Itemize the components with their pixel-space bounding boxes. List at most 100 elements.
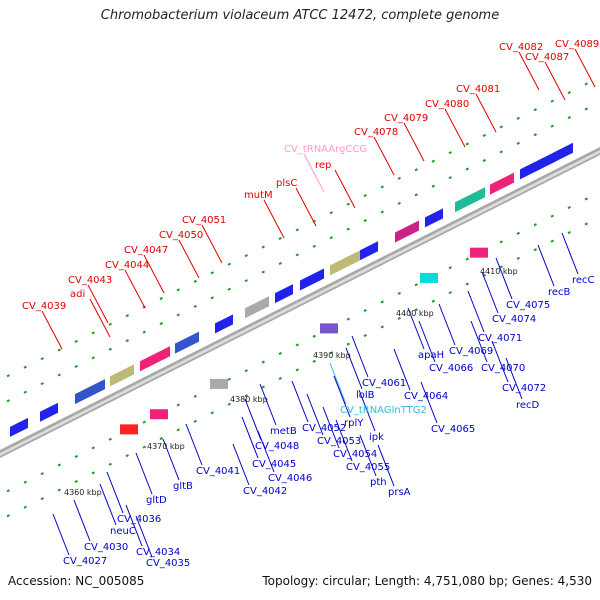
tick-mark (23, 505, 27, 509)
leader-line (52, 513, 70, 556)
gene-block (140, 346, 170, 372)
tick-mark (108, 322, 112, 326)
tick-mark (516, 256, 520, 260)
lower-gene-label: CV_4074 (492, 314, 536, 325)
lower-gene-label: prsA (388, 487, 411, 498)
tick-mark (278, 236, 282, 240)
lower-gene-label: apaH (418, 350, 444, 361)
tick-mark (74, 454, 78, 458)
lower-gene-label: CV_tRNAGlnTTG2 (340, 405, 427, 416)
lower-gene-label: metB (270, 426, 297, 437)
leader-line (467, 290, 485, 333)
tick-mark (74, 479, 78, 483)
gene-block-lower (320, 323, 338, 334)
gene-block (275, 284, 293, 304)
lower-gene-label: CV_4034 (136, 547, 180, 558)
tick-mark (465, 142, 469, 146)
tick-mark (159, 321, 163, 326)
lower-gene-label: gltB (173, 481, 193, 492)
leader-line (475, 93, 497, 133)
lower-gene-label: CV_4036 (117, 514, 161, 525)
tick-mark (431, 299, 435, 303)
lower-gene-label: CV_4030 (84, 542, 128, 553)
tick-mark (74, 364, 78, 368)
gene-block (395, 220, 419, 243)
leader-line (351, 335, 369, 378)
leader-line (561, 232, 579, 275)
scale-label: 4400 kbp (396, 309, 434, 318)
leader-line (99, 483, 117, 526)
leader-line (73, 499, 91, 542)
upper-gene-label: CV_4043 (68, 275, 112, 286)
tick-mark (227, 262, 231, 266)
tick-mark (499, 265, 503, 269)
tick-mark (380, 185, 384, 189)
map-title: Chromobacterium violaceum ATCC 12472, co… (100, 8, 500, 23)
tick-mark (363, 334, 367, 338)
gene-block (455, 187, 485, 213)
tick-mark (448, 266, 452, 270)
leader-line (574, 48, 596, 88)
tick-mark (414, 193, 418, 197)
leader-line (345, 347, 363, 390)
gene-block (215, 314, 233, 334)
tick-mark (176, 403, 180, 407)
scale-label: 4360 kbp (64, 488, 102, 497)
leader-line (263, 199, 285, 239)
leader-line (491, 340, 509, 383)
lower-gene-label: CV_4035 (146, 558, 190, 569)
lower-gene-label: CV_4052 (302, 423, 346, 434)
lower-gene-label: CV_4069 (449, 346, 493, 357)
tick-mark (397, 291, 401, 295)
leader-line (333, 375, 351, 418)
leader-line (329, 362, 347, 405)
tick-mark (397, 176, 401, 180)
leader-line (135, 452, 153, 495)
leader-line (438, 303, 456, 346)
tick-mark (193, 394, 197, 398)
tick-mark (465, 167, 469, 171)
tick-mark (142, 330, 146, 334)
tick-mark (23, 480, 27, 484)
tick-mark (40, 497, 44, 501)
tick-mark (533, 223, 537, 227)
tick-mark (176, 288, 180, 292)
tick-mark (448, 151, 452, 155)
leader-line (124, 269, 146, 309)
tick-mark (142, 445, 146, 449)
tick-mark (533, 108, 537, 112)
tick-mark (380, 210, 384, 214)
upper-gene-label: CV_4081 (456, 84, 500, 95)
lower-gene-label: CV_4072 (502, 383, 546, 394)
lower-gene-label: CV_4055 (346, 462, 390, 473)
tick-mark (125, 339, 129, 343)
tick-mark (91, 331, 95, 335)
tick-mark (414, 308, 418, 312)
leader-line (505, 357, 523, 400)
lower-gene-label: CV_4054 (333, 449, 377, 460)
leader-line (420, 381, 438, 424)
leader-line (334, 169, 356, 209)
tick-mark (295, 368, 299, 372)
tick-mark (108, 462, 112, 466)
leader-line (377, 444, 395, 487)
tick-mark (567, 206, 571, 210)
genome-backbone-highlight (0, 150, 600, 456)
leader-line (544, 61, 566, 101)
tick-mark (159, 296, 163, 301)
tick-mark (278, 351, 282, 355)
tick-mark (584, 82, 588, 86)
tick-mark (414, 283, 418, 287)
lower-gene-label: rplY (344, 418, 364, 429)
tick-mark (363, 309, 367, 313)
tick-mark (176, 313, 180, 317)
tick-mark (57, 488, 61, 492)
tick-mark (6, 399, 10, 403)
scale-label: 4390 kbp (313, 351, 351, 360)
feature-track (10, 142, 573, 437)
tick-mark (363, 219, 367, 223)
tick-mark (482, 133, 486, 138)
upper-gene-label: CV_4047 (124, 245, 168, 256)
tick-mark (533, 133, 537, 137)
tick-mark (159, 436, 163, 441)
